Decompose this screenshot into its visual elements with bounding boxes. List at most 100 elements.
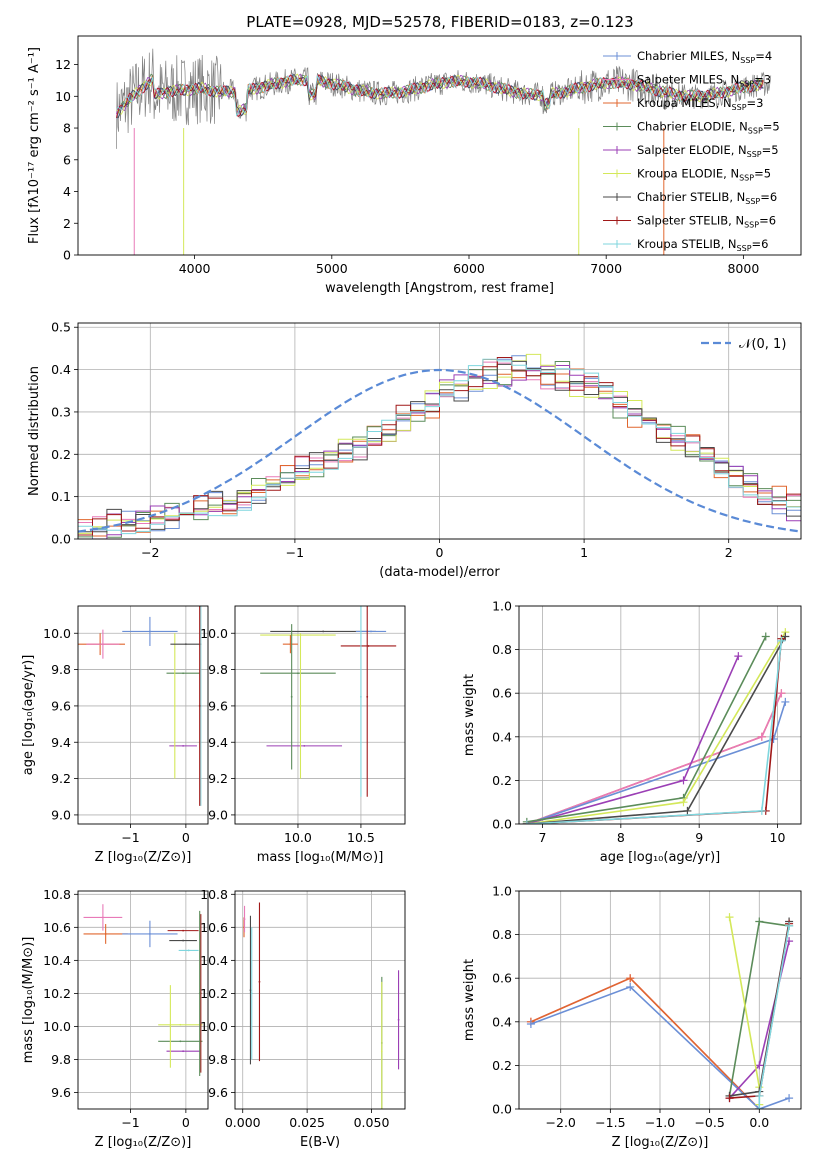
data-point [182, 672, 185, 675]
mass-vs-Z-plot-area [83, 904, 203, 1076]
weight-marker [755, 1061, 764, 1070]
weight-line [526, 636, 767, 823]
age-vs-Z-plot-area [78, 606, 202, 806]
legend-label-value: =4 [755, 49, 772, 63]
weight-marker [526, 1019, 535, 1028]
data-point [297, 634, 299, 636]
data-point [149, 933, 151, 935]
data-point [101, 643, 104, 646]
mass-weight-vs-age-ytick-label: 0.6 [492, 686, 512, 701]
age-vs-Z-ytick-label: 9.6 [51, 698, 71, 713]
mass-weight-vs-Z-ylabel: mass weight [462, 959, 477, 1041]
weight-marker [769, 734, 778, 743]
mass-weight-vs-age-axes: 7 8 9 10 0.0 0.2 0.4 0.6 0.8 1.0 age [log₁₀(age/yr… [462, 599, 802, 865]
mass-weight-vs-Z-xtick-label: −2.0 [546, 1115, 576, 1130]
mass-weight-vs-Z-ytick-label: 1.0 [492, 884, 512, 899]
mass-weight-vs-age-ytick-label: 0.4 [492, 729, 512, 744]
spectrum-xtick-label: 4000 [179, 261, 211, 276]
data-point [367, 645, 370, 647]
mass-vs-Z-ylabel: mass [log₁₀(M/M⊙)] [21, 937, 36, 1064]
residuals-xtick-label: 1 [580, 545, 588, 560]
spectrum-ytick-label: 8 [63, 121, 71, 136]
mass-vs-Z-axes: −1 0 9.6 9.8 10.0 10.2 10.4 10.6 10.8 Z [log₁₀(Z/… [21, 887, 209, 1150]
weight-marker [522, 820, 531, 824]
legend-label-sub: SSP [744, 221, 759, 230]
weight-line [530, 977, 760, 1109]
legend-label-text: Kroupa STELIB, N [637, 237, 737, 251]
data-point [182, 1050, 185, 1053]
weight-marker [755, 917, 764, 926]
mass-weight-vs-Z-ytick-label: 0.8 [492, 927, 512, 942]
age-vs-Z-xtick-label: −1 [121, 830, 139, 845]
residuals-ytick-label: 0.2 [51, 447, 71, 462]
weight-marker [757, 806, 766, 815]
mass-weight-vs-Z-xtick-label: −1.0 [645, 1115, 675, 1130]
weight-line [530, 977, 760, 1109]
mass-vs-EBV-xtick-label: 0.025 [289, 1115, 325, 1130]
weight-marker [785, 1094, 794, 1103]
data-point [182, 744, 185, 747]
spectrum-model-line [116, 74, 764, 119]
weight-marker [755, 1091, 764, 1100]
mass-vs-EBV-ytick-label: 9.6 [208, 1085, 228, 1100]
mass-vs-Z-xtick-label: −1 [121, 1115, 139, 1130]
age-vs-Z-xlabel: Z [log₁₀(Z/Z⊙)] [95, 850, 192, 865]
age-vs-mass-ytick-label: 10.0 [200, 626, 228, 641]
residuals-ylabel: Normed distribution [27, 366, 42, 496]
mass-weight-vs-age-xtick-label: 8 [617, 830, 625, 845]
mass-weight-vs-age-frame [518, 605, 802, 825]
age-vs-mass-axes: 10.0 10.5 9.0 9.2 9.4 9.6 9.8 10.0 mass [log₁₀(M… [200, 605, 406, 865]
legend-label-text: Chabrier ELODIE, N [637, 120, 748, 134]
mass-vs-EBV-ytick-label: 10.6 [200, 920, 228, 935]
weight-marker [781, 632, 790, 641]
data-point [258, 980, 261, 983]
weight-marker [755, 1105, 764, 1109]
mass-weight-vs-Z-ytick-label: 0.6 [492, 971, 512, 986]
age-vs-Z-xtick-label: 0 [182, 830, 190, 845]
weight-marker [761, 632, 770, 641]
mass-vs-EBV-xtick-label: 0.050 [354, 1115, 390, 1130]
mass-vs-EBV-xlabel: E(B-V) [300, 1135, 340, 1150]
residuals-xlabel: (data-model)/error [379, 565, 500, 580]
mass-weight-vs-age-plot-area [522, 628, 790, 824]
mass-vs-EBV-ytick-label: 10.2 [200, 986, 228, 1001]
residuals-xtick-label: −1 [286, 545, 304, 560]
legend-label-value: =3 [754, 73, 771, 87]
residuals-axes: −2 −1 0 1 2 0.0 0.1 0.2 0.3 0.4 0.5 (data-model)/er… [27, 320, 802, 580]
mass-weight-vs-age-ytick-label: 0.8 [492, 642, 512, 657]
weight-marker [725, 913, 734, 922]
age-vs-mass-ytick-label: 9.8 [208, 662, 228, 677]
mass-weight-vs-age-xtick-label: 7 [539, 830, 547, 845]
age-vs-Z-frame [77, 605, 209, 825]
data-point [179, 1023, 182, 1026]
weight-line [526, 640, 783, 824]
data-point [182, 929, 185, 932]
mass-weight-vs-Z-axes: −2.0 −1.5 −1.0 −0.5 0.0 0.0 0.2 0.4 0.6 0.8 1.0 Z [… [462, 884, 802, 1150]
data-point [380, 1050, 383, 1053]
legend-label-text: Kroupa MILES, N [637, 96, 732, 110]
weight-marker [777, 689, 786, 698]
mass-vs-Z-xlabel: Z [log₁₀(Z/Z⊙)] [95, 1135, 192, 1150]
spectrum-ytick-label: 4 [63, 184, 71, 199]
legend-label-text: Chabrier MILES, N [637, 49, 740, 63]
mass-vs-Z-frame [77, 890, 209, 1110]
mass-vs-EBV-frame [234, 890, 406, 1110]
legend-label: Chabrier ELODIE, NSSP=5 [637, 120, 780, 136]
age-vs-mass-ytick-label: 9.6 [208, 698, 228, 713]
age-vs-mass-ytick-label: 9.2 [208, 771, 228, 786]
mass-weight-vs-age-ylabel: mass weight [462, 674, 477, 756]
mass-weight-vs-age-ytick-label: 0.2 [492, 773, 512, 788]
legend-label-value: =5 [754, 167, 771, 181]
data-point [290, 695, 293, 698]
legend-label: Kroupa STELIB, NSSP=6 [637, 237, 768, 253]
residuals-ytick-label: 0.3 [51, 404, 71, 419]
mass-weight-vs-Z-xtick-label: −0.5 [694, 1115, 724, 1130]
legend-label-sub: SSP [747, 150, 762, 159]
mass-weight-vs-age-ytick-label: 0.0 [492, 817, 512, 832]
mass-weight-vs-age-xlabel: age [log₁₀(age/yr)] [600, 850, 721, 865]
mass-weight-vs-Z-xtick-label: −1.5 [595, 1115, 625, 1130]
mass-weight-vs-Z-xtick-label: 0.0 [749, 1115, 769, 1130]
age-vs-Z-ytick-label: 9.2 [51, 771, 71, 786]
residuals-ytick-label: 0.1 [51, 489, 71, 504]
residuals-ytick-label: 0.4 [51, 362, 71, 377]
